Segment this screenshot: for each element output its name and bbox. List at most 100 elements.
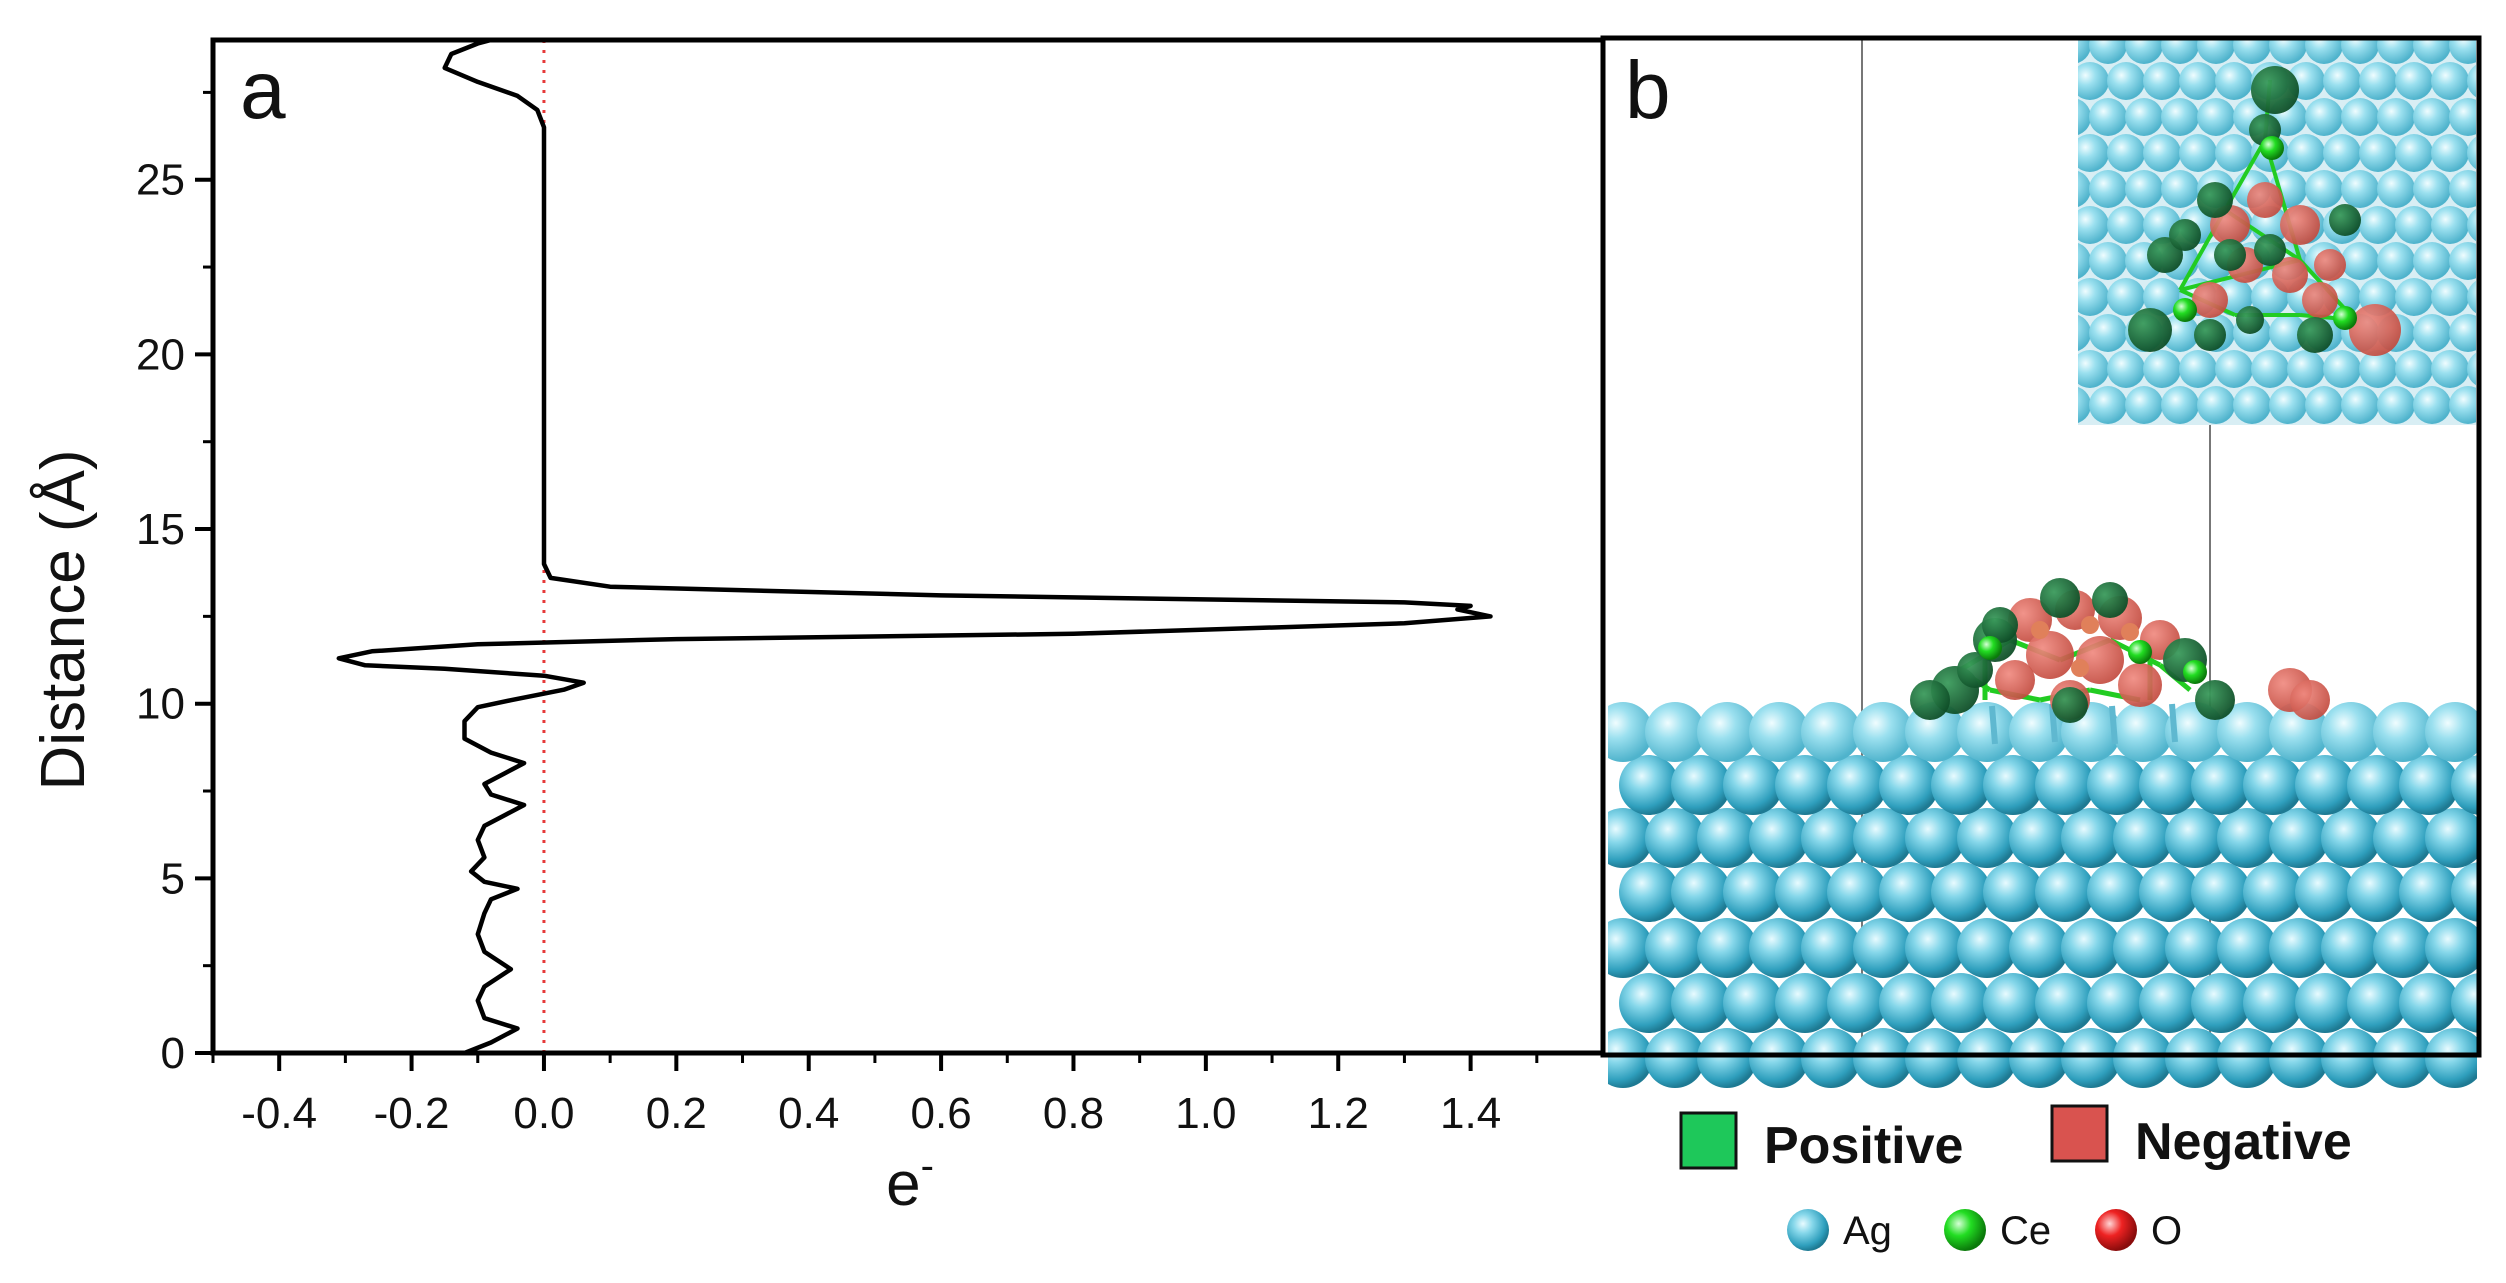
ag-atom xyxy=(2035,862,2095,922)
ag-atom xyxy=(2107,206,2145,244)
ag-atom xyxy=(2139,973,2199,1033)
ag-atom xyxy=(1619,973,1679,1033)
negative-isosurface xyxy=(2314,249,2346,281)
o-atom xyxy=(2121,623,2139,641)
ag-atom xyxy=(2323,350,2361,388)
ag-atom xyxy=(2009,808,2069,868)
ag-atom xyxy=(2191,755,2251,815)
ag-atom xyxy=(1931,755,1991,815)
y-axis-title: Distance (Å) xyxy=(29,449,98,790)
ce-atom xyxy=(2128,640,2152,664)
o-atom-icon xyxy=(2095,1209,2137,1251)
ag-atom xyxy=(2449,40,2476,64)
ag-atom xyxy=(2217,1028,2277,1088)
ag-atom xyxy=(2113,702,2173,762)
ag-atom xyxy=(2431,62,2469,100)
ag-atom xyxy=(2139,862,2199,922)
ag-atom xyxy=(2009,1028,2069,1088)
ag-atom xyxy=(2113,808,2173,868)
ag-atom xyxy=(2321,918,2381,978)
ag-atom xyxy=(2413,170,2451,208)
legend-swatch-negative xyxy=(2050,1104,2109,1163)
ag-atom xyxy=(2243,862,2303,922)
ag-atom xyxy=(2061,1028,2121,1088)
ag-atom xyxy=(2399,755,2459,815)
ag-atom xyxy=(2197,98,2235,136)
ag-atom xyxy=(2395,278,2433,316)
positive-isosurface xyxy=(2052,687,2088,723)
ag-atom xyxy=(1723,862,1783,922)
ag-atom xyxy=(1645,918,1705,978)
positive-isosurface xyxy=(2297,317,2333,353)
ag-atom xyxy=(1749,808,1809,868)
ag-atom xyxy=(2161,170,2199,208)
ag-atom xyxy=(1853,702,1913,762)
ag-atom xyxy=(2373,808,2433,868)
ag-atom xyxy=(2165,808,2225,868)
ag-atom xyxy=(2467,208,2476,242)
ag-atom xyxy=(1723,973,1783,1033)
negative-isosurface xyxy=(2247,182,2283,218)
ag-atom xyxy=(1697,702,1757,762)
ag-atom xyxy=(1671,862,1731,922)
ag-atom xyxy=(1931,973,1991,1033)
ag-atom xyxy=(2143,62,2181,100)
ag-atom xyxy=(2425,1028,2477,1088)
ag-atom xyxy=(2061,808,2121,868)
ag-atom xyxy=(1905,918,1965,978)
ag-atom xyxy=(1608,918,1653,978)
positive-isosurface xyxy=(2092,582,2128,618)
ce-atom xyxy=(2333,306,2357,330)
ag-atom xyxy=(1619,862,1679,922)
ag-atom xyxy=(2107,350,2145,388)
ag-atom xyxy=(2377,386,2415,424)
ag-atom xyxy=(2113,1028,2173,1088)
ag-atom xyxy=(1957,702,2017,762)
ag-atom xyxy=(1957,918,2017,978)
atom-label-ag: Ag xyxy=(1843,1209,1892,1253)
ag-atom xyxy=(2179,62,2217,100)
ag-atom xyxy=(2467,352,2476,386)
ag-atom xyxy=(2373,1028,2433,1088)
ag-atom xyxy=(1905,1028,1965,1088)
ag-atom xyxy=(2449,170,2476,208)
ag-atom xyxy=(2305,98,2343,136)
ag-atom xyxy=(2143,350,2181,388)
ag-atom xyxy=(2061,918,2121,978)
ag-atom xyxy=(1905,808,1965,868)
panel-b-structure: b Positive Negative Ag Ce O xyxy=(1600,35,2482,1253)
panel-a-letter: a xyxy=(240,45,286,136)
ag-atom xyxy=(2089,170,2127,208)
positive-isosurface xyxy=(2236,306,2264,334)
ag-atom xyxy=(2451,973,2477,1033)
ag-atom xyxy=(2087,862,2147,922)
ag-atom xyxy=(2078,350,2109,388)
ag-atom xyxy=(2287,134,2325,172)
x-tick-label: 0.0 xyxy=(513,1089,574,1138)
ag-atom xyxy=(2035,973,2095,1033)
positive-isosurface xyxy=(2169,219,2201,251)
ag-atom xyxy=(1827,755,1887,815)
ag-atom xyxy=(1957,1028,2017,1088)
x-tick-label: 1.4 xyxy=(1440,1089,1501,1138)
ag-atom xyxy=(2179,350,2217,388)
ag-atom xyxy=(2269,808,2329,868)
ag-atom xyxy=(1671,973,1731,1033)
ag-atom xyxy=(2467,136,2476,170)
ag-atom xyxy=(2125,386,2163,424)
ag-atom xyxy=(1957,808,2017,868)
ag-atom xyxy=(2215,134,2253,172)
ag-atom xyxy=(1619,755,1679,815)
atom-key: Ag Ce O xyxy=(1787,1209,2182,1253)
ag-atom xyxy=(1853,808,1913,868)
ag-atom xyxy=(2395,134,2433,172)
ag-slab-side-view xyxy=(1608,702,2477,1088)
ag-atom xyxy=(2251,350,2289,388)
ag-atom xyxy=(2341,98,2379,136)
negative-isosurface xyxy=(2192,282,2228,318)
ag-atom xyxy=(2373,918,2433,978)
ag-atom xyxy=(2243,755,2303,815)
ag-atom xyxy=(2449,98,2476,136)
ag-atom xyxy=(1749,1028,1809,1088)
